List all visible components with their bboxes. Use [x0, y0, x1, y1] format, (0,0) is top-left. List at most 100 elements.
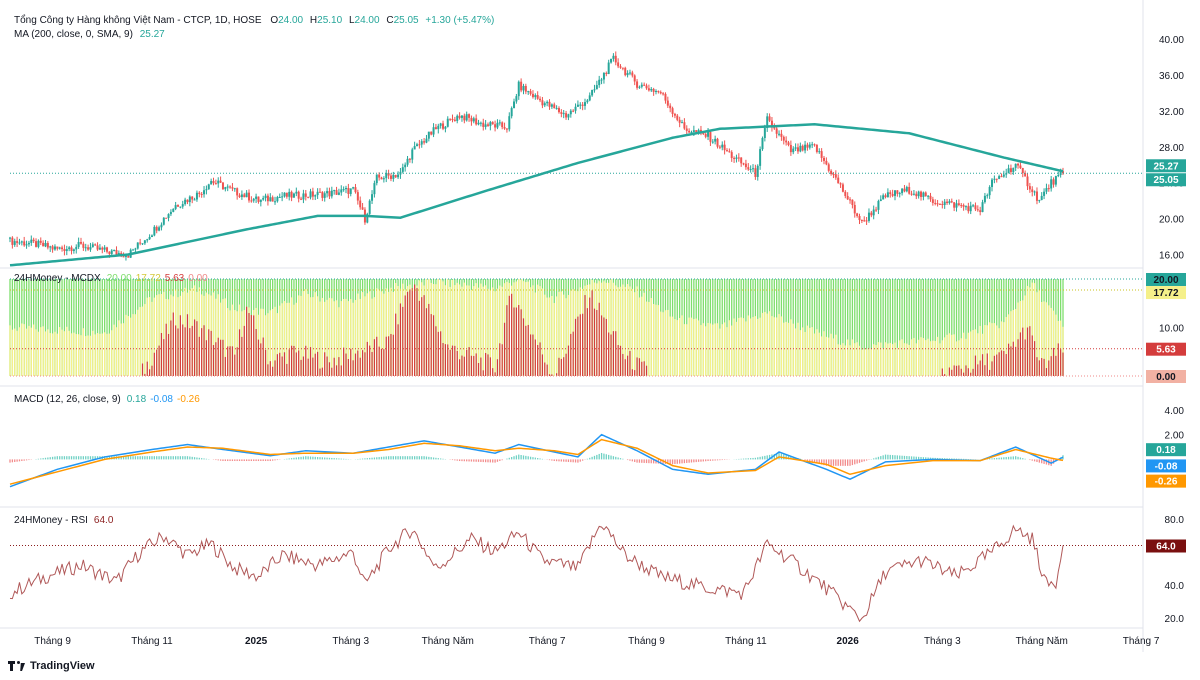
candle-body	[472, 118, 475, 122]
macd-tick: 2.00	[1165, 431, 1185, 442]
candle-body	[605, 72, 608, 75]
candle-body	[584, 102, 587, 106]
candle-body	[205, 189, 208, 191]
candle-body	[723, 144, 726, 151]
candle-body	[430, 131, 433, 135]
candle-body	[162, 217, 165, 225]
tradingview-logo[interactable]: TradingView	[8, 658, 95, 674]
price-tick: 28.00	[1159, 143, 1184, 154]
time-label: Tháng 9	[34, 636, 71, 647]
candle-body	[91, 244, 94, 248]
candle-body	[155, 226, 158, 231]
candle-body	[359, 200, 362, 208]
candle-body	[782, 136, 785, 141]
candle-body	[51, 246, 54, 250]
candle-body	[707, 132, 710, 137]
candle-body	[853, 204, 856, 214]
candle-body	[406, 158, 409, 165]
candle-body	[30, 239, 33, 243]
candle-body	[555, 108, 558, 110]
close-label: C	[386, 15, 393, 26]
mcdx-badge-yellow: 17.72	[1153, 288, 1178, 299]
mcdx-badge-green-bg	[1146, 273, 1186, 286]
candle-body	[572, 110, 575, 112]
candle-body	[53, 246, 56, 250]
candle-body	[349, 188, 352, 194]
candle-body	[541, 100, 544, 106]
candle-body	[593, 89, 596, 91]
candle-body	[1047, 188, 1050, 190]
candle-body	[257, 196, 260, 202]
candle-body	[619, 66, 622, 68]
candle-body	[148, 236, 151, 240]
macd-line-val: -0.08	[150, 394, 173, 405]
candle-body	[811, 144, 814, 146]
candle-body	[219, 180, 222, 183]
candle-body	[929, 195, 932, 200]
candle-body	[195, 192, 198, 200]
candle-body	[276, 197, 279, 202]
brand-name: TradingView	[30, 660, 95, 672]
candle-body	[505, 128, 508, 130]
candle-body	[75, 246, 78, 250]
macd-pane[interactable]: 4.00 2.00 0.18 -0.08 -0.26	[9, 406, 1186, 488]
candle-body	[77, 241, 80, 247]
candle-body	[536, 95, 539, 99]
macd-hist-val: 0.18	[127, 394, 147, 405]
candle-body	[950, 201, 953, 203]
candle-body	[721, 144, 724, 148]
candle-body	[269, 197, 272, 202]
candle-body	[304, 193, 307, 197]
candle-body	[316, 191, 319, 196]
rsi-pane[interactable]: 80.0 40.0 20.0 64.0	[9, 515, 1186, 625]
candle-body	[1007, 168, 1010, 174]
mcdx-badge-red: 5.63	[1156, 345, 1176, 356]
candle-body	[451, 118, 454, 120]
macd-hist-badge-bg	[1146, 443, 1186, 457]
candle-body	[482, 122, 485, 127]
candle-body	[685, 128, 688, 131]
price-pane[interactable]: 16.0020.0024.0028.0032.0036.0040.0025.27…	[9, 35, 1186, 267]
candle-body	[934, 202, 937, 204]
rsi-badge-bg	[1146, 539, 1186, 553]
candle-body	[893, 190, 896, 196]
rsi-line	[9, 524, 1064, 623]
candle-body	[841, 184, 844, 192]
mcdx-badge-zero: 0.00	[1156, 372, 1176, 383]
candle-body	[169, 211, 172, 215]
candle-body	[106, 247, 109, 252]
candle-body	[37, 240, 40, 247]
candle-body	[602, 72, 605, 80]
time-label: 2025	[245, 636, 268, 647]
candle-body	[813, 144, 816, 146]
candle-body	[742, 163, 745, 165]
candle-body	[718, 146, 721, 148]
candle-body	[905, 186, 908, 192]
candle-body	[89, 247, 92, 250]
candle-body	[520, 81, 523, 91]
candle-body	[671, 108, 674, 114]
candle-body	[1009, 168, 1012, 173]
candle-body	[423, 141, 426, 143]
candle-body	[56, 246, 59, 249]
candle-body	[158, 227, 161, 231]
candle-body	[32, 239, 35, 242]
candle-body	[695, 130, 698, 133]
candle-body	[124, 255, 127, 257]
candle-body	[756, 165, 759, 177]
candle-body	[565, 113, 568, 118]
candle-body	[98, 247, 101, 250]
candle-body	[943, 201, 946, 206]
high-value: 25.10	[317, 15, 342, 26]
high-label: H	[310, 15, 317, 26]
candle-body	[877, 201, 880, 210]
candle-body	[780, 133, 783, 137]
candle-body	[188, 196, 191, 203]
candle-body	[955, 203, 958, 208]
candle-body	[946, 201, 949, 204]
candle-body	[744, 163, 747, 168]
candle-body	[1021, 168, 1024, 174]
candle-body	[870, 212, 873, 216]
